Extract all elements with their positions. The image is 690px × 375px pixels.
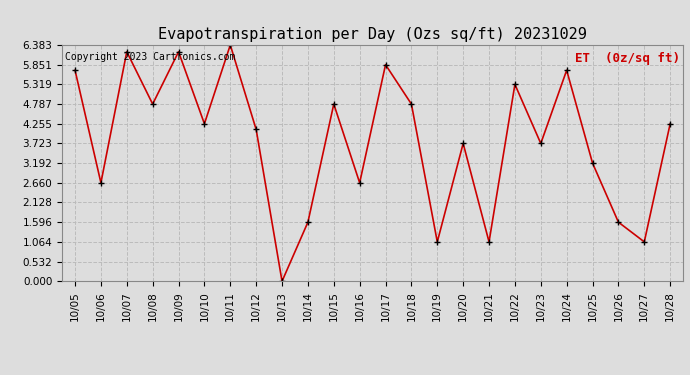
Text: Copyright 2023 Cartronics.com: Copyright 2023 Cartronics.com — [65, 52, 235, 62]
Title: Evapotranspiration per Day (Ozs sq/ft) 20231029: Evapotranspiration per Day (Ozs sq/ft) 2… — [158, 27, 587, 42]
Text: ET  (0z/sq ft): ET (0z/sq ft) — [575, 52, 680, 65]
